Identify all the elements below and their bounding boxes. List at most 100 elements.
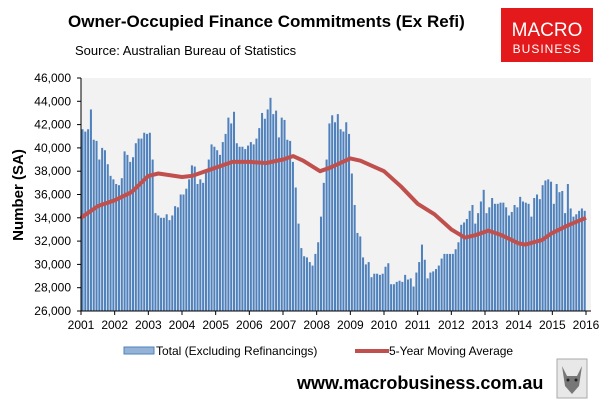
x-tick-label: 2014 [505, 318, 532, 332]
bar [575, 214, 578, 311]
x-tick-label: 2010 [371, 318, 398, 332]
bar [415, 272, 418, 311]
bar [477, 213, 480, 311]
bar [457, 242, 460, 311]
bar [527, 203, 530, 311]
bar [541, 185, 544, 311]
bar [378, 274, 381, 311]
y-tick-label: 28,000 [34, 281, 71, 295]
bar [115, 184, 118, 311]
logo-line1: MACRO [512, 20, 583, 41]
y-axis-label: Number (SA) [10, 149, 27, 241]
bar [516, 207, 519, 311]
website-url[interactable]: www.macrobusiness.com.au [296, 373, 543, 393]
bar [272, 114, 275, 312]
y-tick-label: 46,000 [34, 71, 71, 85]
bar [98, 159, 101, 311]
legend-label-line: 5-Year Moving Average [389, 344, 513, 358]
bar [81, 129, 84, 311]
bar [101, 147, 104, 311]
bar [561, 191, 564, 311]
bar [266, 109, 269, 311]
bar [423, 259, 426, 311]
bar [336, 114, 339, 312]
y-tick-label: 34,000 [34, 211, 71, 225]
moving-average-line [79, 154, 587, 247]
bar [364, 264, 367, 311]
y-tick-label: 30,000 [34, 257, 71, 271]
x-tick-label: 2001 [68, 318, 95, 332]
bar [300, 248, 303, 311]
bar [474, 223, 477, 311]
bar [384, 266, 387, 311]
x-tick-label: 2002 [101, 318, 128, 332]
bar [95, 140, 98, 311]
bar [188, 179, 191, 311]
y-tick-label: 26,000 [34, 304, 71, 318]
bar [247, 145, 250, 311]
bar [325, 159, 328, 311]
legend-swatch-bars [123, 346, 155, 355]
x-tick-label: 2016 [573, 318, 600, 332]
y-tick-label: 42,000 [34, 118, 71, 132]
bar [87, 129, 90, 311]
bar [199, 179, 202, 311]
bar [429, 272, 432, 311]
bar [317, 242, 320, 311]
bar [530, 216, 533, 311]
bar [443, 253, 446, 311]
bar [488, 207, 491, 311]
chart-title: Owner-Occupied Finance Commitments (Ex R… [68, 12, 465, 31]
bar [305, 257, 308, 311]
bar [160, 217, 163, 311]
logo-box [501, 8, 593, 62]
bar [291, 161, 294, 311]
bar [210, 144, 213, 311]
bar [137, 138, 140, 311]
bar [171, 215, 174, 311]
bar [496, 203, 499, 311]
logo-line2: BUSINESS [513, 42, 582, 56]
bar [328, 123, 331, 311]
bar [303, 256, 306, 311]
bar [235, 143, 238, 311]
bar [174, 206, 177, 311]
bar [493, 203, 496, 311]
bar [507, 215, 510, 311]
bar [348, 133, 351, 311]
bar [381, 273, 384, 311]
bar [482, 189, 485, 311]
bar [564, 213, 567, 311]
bar [286, 139, 289, 311]
bar [356, 232, 359, 311]
bar [510, 211, 513, 311]
y-tick-label: 36,000 [34, 188, 71, 202]
bar [437, 265, 440, 311]
bar [193, 166, 196, 311]
x-tick-label: 2012 [438, 318, 465, 332]
bar [420, 244, 423, 311]
bar [552, 203, 555, 311]
bar [227, 117, 230, 311]
bar [249, 142, 252, 311]
bar [342, 131, 345, 311]
bar [109, 175, 112, 311]
bar [252, 144, 255, 311]
bar [148, 132, 151, 311]
bar [297, 223, 300, 311]
bar [558, 192, 561, 311]
bar [308, 262, 311, 311]
bar [143, 132, 146, 311]
macrobusiness-logo: MACRO BUSINESS [501, 8, 593, 62]
bar [471, 204, 474, 311]
bar [566, 184, 569, 311]
bar [221, 142, 224, 311]
bar [446, 253, 449, 311]
bar [92, 139, 95, 311]
bar [435, 269, 438, 311]
bar [106, 164, 109, 311]
bar [218, 154, 221, 311]
bar [359, 236, 362, 311]
bar [294, 187, 297, 311]
